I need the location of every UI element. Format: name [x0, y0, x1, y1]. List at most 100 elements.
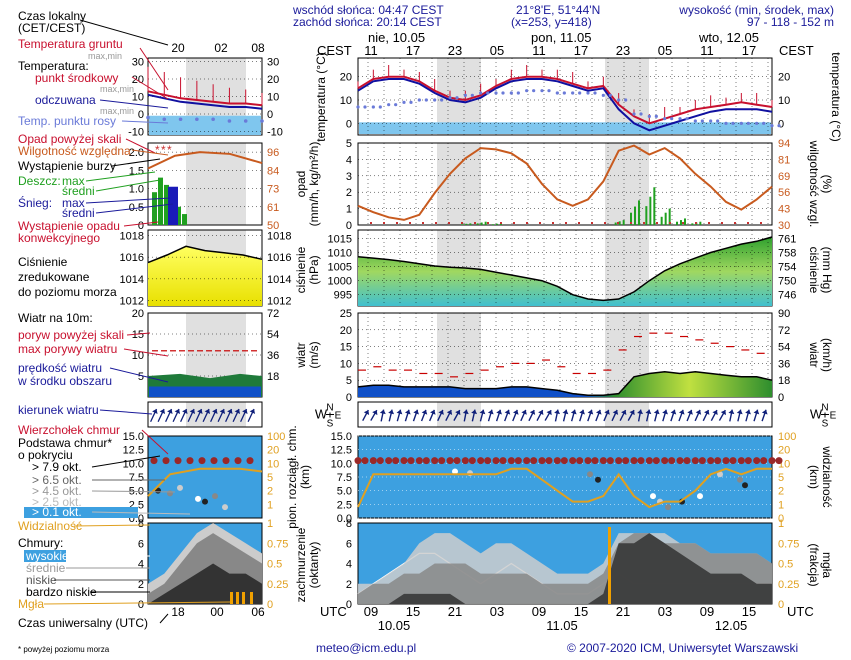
- wind-arrow-head: [761, 409, 768, 415]
- dewpoint-dot: [746, 121, 750, 125]
- temperature-line: [147, 90, 263, 107]
- wind-arrow-head: [645, 409, 652, 415]
- y-tick-label: 2: [138, 579, 144, 591]
- wind-arrow-head: [174, 409, 181, 414]
- wind-arrow: [437, 409, 444, 422]
- y-tick-label: 1: [267, 518, 273, 530]
- legend-pointer: [125, 138, 156, 154]
- wind-arrow-head: [462, 409, 469, 415]
- legend-snow-max: max: [62, 196, 85, 210]
- cloud-top-dot: [507, 457, 515, 465]
- cloud-top-dot: [599, 457, 607, 465]
- y-tick-label: 4: [346, 559, 352, 571]
- y-tick-label: 81: [778, 154, 790, 166]
- fog-bar: [250, 592, 253, 604]
- legend-humidity: Wilgotność względna: [18, 144, 131, 158]
- sunset: zachód słońca: 20:14 CEST: [293, 15, 442, 29]
- dewpoint-dot: [501, 91, 505, 95]
- elevation-label: wysokość (min, środek, max): [679, 3, 834, 17]
- wind-arrow-head: [404, 409, 411, 415]
- cloud-top-dot: [210, 457, 218, 465]
- wind-arrow: [678, 409, 685, 422]
- cloud-base-dot: [665, 504, 671, 511]
- dewpoint-dot: [433, 98, 437, 102]
- rain-bar: [634, 206, 636, 225]
- cloud-base-dot: [595, 476, 601, 483]
- y-tick-label: 94: [778, 138, 790, 150]
- legend-very-low: bardzo niskie: [26, 585, 97, 599]
- cloud-top-dot: [162, 457, 170, 465]
- cloud-top-dot: [422, 457, 430, 465]
- y-tick-label: 0.75: [778, 538, 799, 550]
- utc-left-label: UTC: [320, 604, 347, 619]
- y-tick-label: 50: [267, 220, 279, 232]
- y-axis-title-part: (km/h): [820, 338, 834, 372]
- legend-pointer: [139, 47, 169, 91]
- drizzle-mark: [656, 222, 658, 224]
- dewpoint-dot: [685, 117, 689, 121]
- y-tick-label: 5.0: [337, 486, 352, 498]
- y-axis-title-part: (hPa): [307, 255, 321, 284]
- cloud-top-dot: [354, 457, 362, 465]
- legend-pointer: [43, 601, 231, 605]
- y-tick-label: 12.5: [123, 445, 144, 457]
- drizzle-mark: [747, 222, 749, 224]
- hour-tick-label: 21: [448, 604, 462, 619]
- dewpoint-dot: [617, 98, 621, 102]
- y-tick-label: 72: [267, 308, 279, 320]
- wind-arrow: [579, 409, 585, 422]
- dewpoint-dot: [770, 124, 774, 128]
- y-tick-label: 96: [267, 147, 279, 159]
- coords: 21°8'E, 51°44'N: [516, 3, 601, 17]
- wind-arrow-head: [438, 409, 444, 415]
- y-tick-label: 746: [778, 290, 796, 302]
- compass-e: E: [830, 411, 837, 422]
- cloud-base-dot: [587, 471, 593, 478]
- dewpoint-dot: [371, 105, 375, 109]
- dewpoint-dot: [586, 91, 590, 95]
- cloud-top-dot: [722, 457, 730, 465]
- y-tick-label: 20: [267, 445, 279, 457]
- dewpoint-dot: [700, 119, 704, 123]
- wind-arrow: [536, 409, 544, 422]
- cloud-top-dot: [576, 457, 584, 465]
- y-tick-label: 15: [340, 342, 352, 354]
- dewpoint-dot: [777, 124, 781, 128]
- y-tick-label: 2: [346, 579, 352, 591]
- y-axis-title-part: (mm Hg): [820, 247, 834, 294]
- drizzle-mark: [461, 222, 463, 224]
- wind-arrow: [479, 409, 486, 422]
- fog-bar: [236, 592, 239, 604]
- snow-bar: [168, 186, 178, 225]
- legend-rain-max: max: [62, 174, 85, 188]
- cloud-top-dot: [615, 457, 623, 465]
- y-tick-label: 30: [267, 57, 279, 69]
- drizzle-mark: [695, 222, 697, 224]
- y-axis-title-part: wilgotność wzgl.: [807, 140, 821, 228]
- fog-bar: [242, 592, 245, 604]
- cloud-base-dot: [195, 495, 201, 502]
- day-label: nie, 10.05: [368, 30, 425, 45]
- date-label: 12.05: [715, 618, 748, 633]
- cloud-top-dot: [652, 457, 660, 465]
- y-tick-label: 2: [778, 486, 784, 498]
- legend-precip-over-scale: Opad powyżej skali: [18, 132, 121, 146]
- legend-maxmin: max,min: [100, 106, 134, 116]
- legend-pointer: [109, 367, 169, 383]
- cloud-top-dot: [392, 457, 400, 465]
- y-axis-title-part: (km): [807, 465, 821, 489]
- dewpoint-dot: [227, 119, 232, 123]
- hour-tick-label: 05: [490, 43, 504, 58]
- dewpoint-dot: [470, 93, 474, 97]
- cloud-top-dot: [645, 457, 653, 465]
- legend-temperature: Temperatura:: [18, 59, 89, 73]
- email-link[interactable]: meteo@icm.edu.pl: [316, 641, 417, 655]
- y-tick-label: -10: [267, 127, 283, 139]
- wind-arrow-head: [653, 409, 660, 415]
- wind-arrow: [570, 409, 577, 422]
- y-tick-label: 10: [132, 92, 144, 104]
- cloud-base-dot: [177, 484, 183, 491]
- drizzle-mark: [578, 222, 580, 224]
- wind-arrow: [187, 408, 196, 423]
- y-axis-title-part: (m/s): [307, 341, 321, 368]
